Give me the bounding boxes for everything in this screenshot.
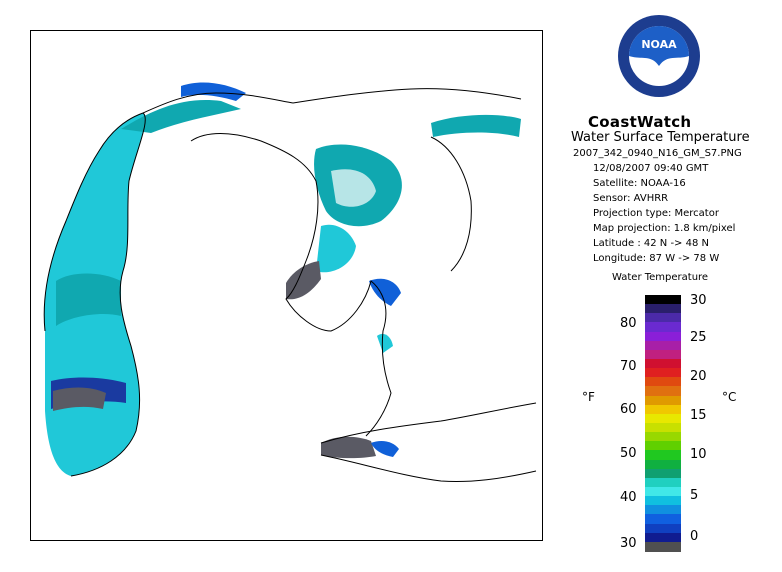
meta-satellite: Satellite: NOAA-16 xyxy=(593,178,686,189)
color-bin xyxy=(645,304,681,315)
color-bin xyxy=(645,377,681,388)
lake-huron-south xyxy=(377,333,393,353)
north-channel xyxy=(431,114,521,137)
f-tick-80: 80 xyxy=(620,316,637,331)
c-tick-0: 0 xyxy=(690,529,699,544)
color-bin xyxy=(645,322,681,333)
saginaw-nodata xyxy=(286,261,321,300)
f-tick-40: 40 xyxy=(620,490,637,505)
coastwatch-subtitle: Water Surface Temperature xyxy=(571,130,750,145)
color-bin xyxy=(645,432,681,443)
coast-georgian-bay xyxy=(430,136,472,272)
coastwatch-title: CoastWatch xyxy=(588,113,692,131)
color-bin xyxy=(645,368,681,379)
cloud-huron xyxy=(331,169,376,207)
color-bin xyxy=(645,413,681,424)
color-bin xyxy=(645,532,681,543)
color-bin xyxy=(645,359,681,369)
lake-superior-band2 xyxy=(181,82,246,101)
meta-longitude: Longitude: 87 W -> 78 W xyxy=(593,253,720,264)
c-tick-5: 5 xyxy=(690,488,699,503)
meta-latitude: Latitude : 42 N -> 48 N xyxy=(593,238,709,249)
f-tick-50: 50 xyxy=(620,446,637,461)
lake-erie-west xyxy=(321,436,376,459)
color-bin xyxy=(645,395,681,406)
thumb-band xyxy=(369,278,401,306)
logo-sky xyxy=(629,26,689,66)
c-tick-15: 15 xyxy=(690,408,707,423)
map-svg xyxy=(43,82,537,482)
lake-superior-band xyxy=(121,100,241,133)
color-bin xyxy=(645,459,681,470)
coast-north-channel xyxy=(292,88,522,104)
color-bin xyxy=(645,295,681,305)
coast-michigan-east xyxy=(70,112,146,477)
color-bin xyxy=(645,477,681,488)
color-bin xyxy=(645,423,681,433)
color-bin xyxy=(645,331,681,342)
coast-lower-peninsula xyxy=(190,133,392,437)
color-bin xyxy=(645,404,681,415)
color-bin xyxy=(645,386,681,397)
color-bin xyxy=(645,450,681,461)
c-tick-25: 25 xyxy=(690,330,707,345)
c-tick-10: 10 xyxy=(690,447,707,462)
c-tick-20: 20 xyxy=(690,369,707,384)
color-bin xyxy=(645,340,681,351)
legend-title: Water Temperature xyxy=(612,272,709,283)
unit-celsius: °C xyxy=(722,390,737,404)
meta-datetime: 12/08/2007 09:40 GMT xyxy=(593,163,709,174)
color-bin xyxy=(645,496,681,507)
lake-michigan-teal xyxy=(56,273,121,326)
meta-filename: 2007_342_0940_N16_GM_S7.PNG xyxy=(573,148,742,159)
coast-lake-erie-south xyxy=(320,454,537,482)
meta-map-projection: Map projection: 1.8 km/pixel xyxy=(593,223,736,234)
lake-michigan-nodata xyxy=(53,387,106,411)
unit-fahrenheit: °F xyxy=(582,390,595,404)
f-tick-70: 70 xyxy=(620,359,637,374)
coast-michigan-west xyxy=(43,92,294,332)
color-bin xyxy=(645,523,681,534)
noaa-logo: NOAA xyxy=(618,15,700,97)
f-tick-60: 60 xyxy=(620,402,637,417)
lake-huron-center xyxy=(316,224,356,273)
coast-lake-erie xyxy=(320,402,537,444)
meta-sensor: Sensor: AVHRR xyxy=(593,193,669,204)
color-bin xyxy=(645,468,681,479)
color-bin xyxy=(645,441,681,452)
color-bin xyxy=(645,514,681,525)
c-tick-30: 30 xyxy=(690,293,707,308)
meta-projection-type: Projection type: Mercator xyxy=(593,208,719,219)
color-bin xyxy=(645,349,681,360)
color-bin xyxy=(645,487,681,497)
f-tick-30: 30 xyxy=(620,536,637,551)
map-panel xyxy=(30,30,543,541)
logo-text: NOAA xyxy=(641,38,677,51)
color-scale xyxy=(645,295,681,552)
color-bin xyxy=(645,505,681,516)
color-bin xyxy=(645,541,681,552)
color-bin xyxy=(645,313,681,324)
lake-erie-blue xyxy=(371,441,399,457)
